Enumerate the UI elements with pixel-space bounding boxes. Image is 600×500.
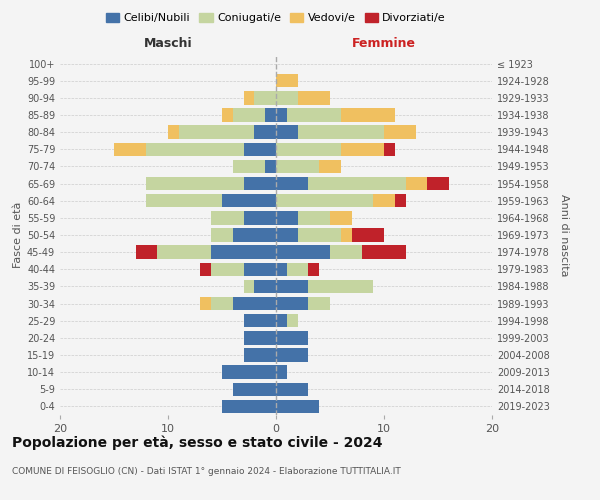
Bar <box>395 194 406 207</box>
Bar <box>211 297 233 310</box>
Bar <box>276 246 330 259</box>
Bar <box>222 194 276 207</box>
Bar <box>276 348 308 362</box>
Bar <box>330 246 362 259</box>
Bar <box>114 142 146 156</box>
Bar <box>276 177 308 190</box>
Bar <box>276 382 308 396</box>
Bar <box>276 297 308 310</box>
Bar <box>276 262 287 276</box>
Text: Maschi: Maschi <box>143 37 193 50</box>
Bar <box>211 228 233 241</box>
Bar <box>276 228 298 241</box>
Bar <box>200 262 211 276</box>
Bar <box>308 262 319 276</box>
Bar <box>146 142 244 156</box>
Bar <box>341 108 395 122</box>
Bar <box>276 314 287 328</box>
Bar <box>222 108 233 122</box>
Bar <box>265 160 276 173</box>
Bar <box>276 91 298 104</box>
Bar <box>179 126 254 139</box>
Bar <box>276 280 308 293</box>
Bar <box>244 331 276 344</box>
Bar <box>287 108 341 122</box>
Y-axis label: Fasce di età: Fasce di età <box>13 202 23 268</box>
Bar <box>233 160 265 173</box>
Bar <box>384 126 416 139</box>
Bar <box>373 194 395 207</box>
Bar <box>298 91 330 104</box>
Bar <box>244 142 276 156</box>
Bar <box>254 91 276 104</box>
Bar <box>298 228 341 241</box>
Bar <box>244 314 276 328</box>
Bar <box>276 160 319 173</box>
Bar <box>233 297 276 310</box>
Bar <box>427 177 449 190</box>
Bar <box>244 211 276 224</box>
Bar <box>254 126 276 139</box>
Bar <box>276 366 287 379</box>
Bar <box>406 177 427 190</box>
Bar <box>276 142 341 156</box>
Bar <box>308 280 373 293</box>
Bar <box>233 228 276 241</box>
Bar <box>308 177 406 190</box>
Bar <box>244 177 276 190</box>
Bar <box>287 262 308 276</box>
Bar <box>168 126 179 139</box>
Legend: Celibi/Nubili, Coniugati/e, Vedovi/e, Divorziati/e: Celibi/Nubili, Coniugati/e, Vedovi/e, Di… <box>101 8 451 28</box>
Bar <box>222 366 276 379</box>
Bar <box>287 314 298 328</box>
Bar <box>136 246 157 259</box>
Bar <box>157 246 211 259</box>
Bar <box>276 126 298 139</box>
Text: COMUNE DI FEISOGLIO (CN) - Dati ISTAT 1° gennaio 2024 - Elaborazione TUTTITALIA.: COMUNE DI FEISOGLIO (CN) - Dati ISTAT 1°… <box>12 468 401 476</box>
Bar <box>276 108 287 122</box>
Bar <box>276 400 319 413</box>
Bar <box>211 262 244 276</box>
Bar <box>276 74 298 88</box>
Bar <box>341 228 352 241</box>
Bar <box>265 108 276 122</box>
Bar <box>200 297 211 310</box>
Bar <box>341 142 384 156</box>
Bar <box>276 194 373 207</box>
Bar <box>330 211 352 224</box>
Text: Popolazione per età, sesso e stato civile - 2024: Popolazione per età, sesso e stato civil… <box>12 435 383 450</box>
Bar <box>319 160 341 173</box>
Bar <box>233 382 276 396</box>
Bar <box>384 142 395 156</box>
Bar <box>222 400 276 413</box>
Bar <box>298 211 330 224</box>
Bar <box>233 108 265 122</box>
Bar <box>362 246 406 259</box>
Bar <box>244 280 254 293</box>
Y-axis label: Anni di nascita: Anni di nascita <box>559 194 569 276</box>
Bar <box>276 331 308 344</box>
Text: Femmine: Femmine <box>352 37 416 50</box>
Bar <box>298 126 384 139</box>
Bar <box>244 348 276 362</box>
Bar <box>352 228 384 241</box>
Bar <box>211 211 244 224</box>
Bar <box>244 91 254 104</box>
Bar <box>146 194 222 207</box>
Bar <box>308 297 330 310</box>
Bar <box>146 177 244 190</box>
Bar <box>211 246 276 259</box>
Bar <box>276 211 298 224</box>
Bar <box>254 280 276 293</box>
Bar <box>244 262 276 276</box>
